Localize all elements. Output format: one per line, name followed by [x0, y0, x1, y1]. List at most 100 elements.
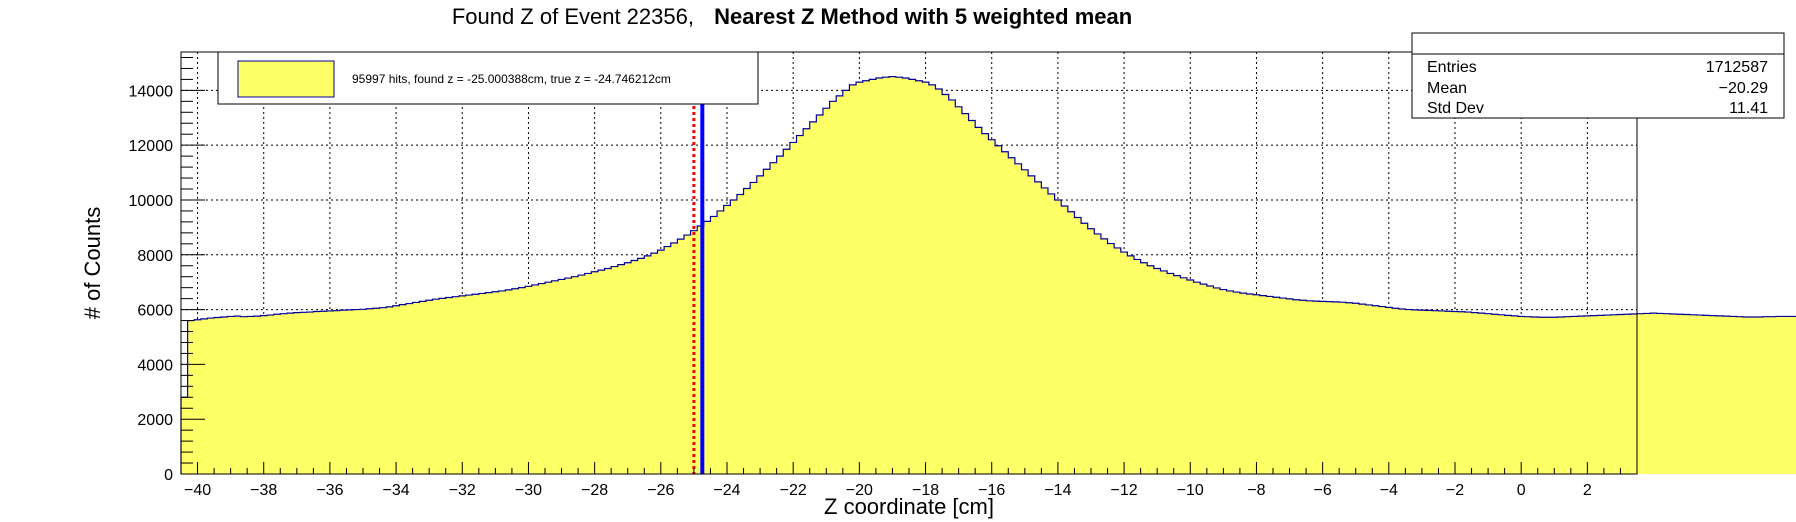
legend-swatch — [237, 60, 335, 98]
histogram-bin — [1637, 313, 1644, 474]
stats-value-entries: 1712587 — [1706, 59, 1768, 76]
histogram-bin — [220, 316, 228, 474]
histogram-bin — [419, 301, 427, 474]
histogram-bin — [1325, 301, 1333, 474]
stats-frame — [1411, 32, 1785, 119]
histogram-bin — [564, 278, 572, 474]
histogram-bin — [1709, 315, 1717, 474]
histogram-bin — [1372, 305, 1380, 474]
x-tick-label: −6 — [1314, 482, 1332, 499]
histogram-bin — [1683, 314, 1691, 474]
histogram-bin — [1054, 199, 1062, 474]
histogram-bin — [743, 188, 751, 474]
histogram-bin — [1398, 309, 1406, 474]
histogram-bin — [1120, 252, 1128, 474]
histogram-bin — [1656, 313, 1664, 474]
histogram-bin — [1193, 282, 1201, 474]
histogram-bin — [664, 246, 672, 474]
histogram-bin — [1511, 315, 1519, 474]
x-tick-label: −26 — [647, 482, 674, 499]
histogram-bin — [1531, 316, 1539, 474]
histogram-bin — [525, 286, 533, 474]
histogram-bin — [1491, 314, 1499, 474]
histogram-bin — [776, 156, 784, 474]
histogram-bin — [750, 182, 758, 474]
x-tick-label: −2 — [1446, 482, 1464, 499]
stats-box: Entries 1712587 Mean −20.29 Std Dev 11.4… — [1411, 32, 1785, 119]
histogram-bin — [181, 397, 188, 474]
histogram-bin — [1736, 316, 1744, 474]
histogram-bin — [545, 282, 552, 474]
x-tick-label: −24 — [713, 482, 740, 499]
histogram-bin — [1570, 316, 1578, 474]
histogram-bin — [1517, 316, 1525, 474]
histogram-bin — [1769, 316, 1777, 474]
histogram-bin — [975, 127, 983, 474]
histogram-bin — [1458, 311, 1466, 474]
histogram-bin — [1008, 157, 1016, 474]
x-tick-label: −36 — [316, 482, 343, 499]
histogram-bin — [597, 270, 605, 474]
histogram-bin — [968, 120, 976, 474]
histogram-bin — [703, 221, 711, 474]
histogram-bin — [1544, 317, 1552, 474]
histogram-bin — [425, 300, 433, 474]
histogram-bin — [829, 101, 837, 474]
histogram-bin — [1061, 206, 1069, 474]
histogram-bin — [1590, 315, 1598, 474]
histogram-bin — [803, 128, 811, 474]
y-tick-label: 14000 — [129, 83, 174, 100]
histogram-bin — [1775, 316, 1783, 474]
histogram-bin — [478, 293, 486, 474]
histogram-bin — [200, 318, 208, 474]
x-tick-label: −28 — [581, 482, 608, 499]
histogram-bin — [1114, 247, 1122, 474]
histogram-bin — [1127, 255, 1135, 474]
histogram-bin — [1425, 310, 1433, 474]
histogram-bin — [1081, 223, 1088, 474]
histogram-bin — [1451, 311, 1459, 474]
histogram-bin — [995, 145, 1002, 474]
histogram-bin — [1742, 316, 1750, 474]
histogram-bin — [1001, 151, 1009, 474]
histogram-bin — [518, 287, 526, 474]
histogram-bin — [1762, 316, 1770, 474]
histogram-bin — [1789, 316, 1796, 474]
histogram-bin — [1312, 301, 1320, 474]
axis-ticks: −40 −38 −36 −34 −32 −30 −28 −26 −24 −22 −20 −18 −16−… — [129, 56, 1638, 499]
histogram-bin — [1365, 304, 1373, 474]
histogram-bin — [1610, 314, 1618, 474]
histogram-bin — [432, 299, 440, 474]
x-tick-label: −18 — [912, 482, 939, 499]
histogram-bin — [472, 294, 480, 474]
histogram-bin — [1431, 310, 1439, 474]
plot-frame — [180, 51, 1638, 475]
histogram-bin — [1392, 308, 1400, 474]
histogram-bin — [1074, 217, 1082, 474]
histogram-bin — [233, 316, 241, 474]
histogram-bin — [1167, 273, 1175, 474]
histogram-bin — [1537, 317, 1545, 474]
histogram-bin — [1723, 316, 1730, 474]
histogram-bin — [717, 210, 724, 474]
histogram-bin — [789, 142, 797, 474]
histogram-bin — [935, 88, 943, 475]
histogram-bin — [452, 296, 460, 474]
histogram-bin — [1670, 313, 1678, 474]
histogram-bin — [346, 309, 354, 474]
histogram-bin — [406, 303, 413, 474]
histogram-bin — [300, 312, 308, 474]
histogram-bin — [981, 133, 989, 475]
histogram-bin — [511, 288, 519, 474]
histogram-bin — [372, 308, 380, 474]
histogram-bin — [280, 313, 288, 474]
histogram-bin — [1478, 313, 1486, 474]
histogram-bin — [1352, 303, 1360, 474]
histogram-bin — [1405, 309, 1413, 474]
z-markers — [692, 52, 705, 474]
histogram-bin — [1134, 259, 1141, 474]
histogram-bin — [1292, 299, 1300, 474]
histogram-bin — [1094, 233, 1102, 474]
histogram-bin — [1087, 228, 1095, 474]
histogram-bin — [458, 295, 466, 474]
